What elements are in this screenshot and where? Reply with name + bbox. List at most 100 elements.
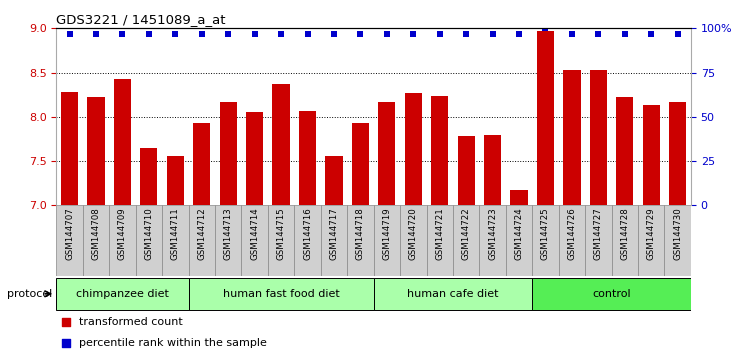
Text: GSM144711: GSM144711 — [170, 207, 179, 260]
Bar — [379, 102, 396, 205]
Text: GSM144730: GSM144730 — [673, 207, 682, 260]
Bar — [114, 79, 131, 205]
Text: GSM144725: GSM144725 — [541, 207, 550, 260]
FancyBboxPatch shape — [294, 205, 321, 276]
Bar — [643, 105, 660, 205]
FancyBboxPatch shape — [241, 205, 268, 276]
Bar — [219, 102, 237, 205]
Point — [671, 31, 683, 36]
Text: GSM144721: GSM144721 — [436, 207, 445, 260]
Point — [434, 31, 446, 36]
Point — [196, 31, 208, 36]
FancyBboxPatch shape — [215, 205, 241, 276]
Text: GDS3221 / 1451089_a_at: GDS3221 / 1451089_a_at — [56, 13, 226, 26]
Text: GSM144709: GSM144709 — [118, 207, 127, 260]
Point — [593, 31, 605, 36]
FancyBboxPatch shape — [56, 278, 189, 310]
Text: GSM144724: GSM144724 — [514, 207, 523, 260]
FancyBboxPatch shape — [638, 205, 665, 276]
Point — [407, 31, 419, 36]
FancyBboxPatch shape — [400, 205, 427, 276]
Text: transformed count: transformed count — [79, 317, 182, 327]
FancyBboxPatch shape — [56, 205, 83, 276]
Text: GSM144715: GSM144715 — [276, 207, 285, 260]
Bar — [484, 136, 501, 205]
FancyBboxPatch shape — [347, 205, 374, 276]
Text: GSM144729: GSM144729 — [647, 207, 656, 260]
Point — [64, 31, 76, 36]
FancyBboxPatch shape — [585, 205, 611, 276]
Point — [381, 31, 393, 36]
Text: GSM144719: GSM144719 — [382, 207, 391, 260]
FancyBboxPatch shape — [453, 205, 479, 276]
Point — [60, 319, 72, 325]
Text: GSM144714: GSM144714 — [250, 207, 259, 260]
Point — [169, 31, 181, 36]
Point — [143, 31, 155, 36]
Point — [222, 31, 234, 36]
Text: GSM144712: GSM144712 — [198, 207, 207, 260]
Bar — [405, 93, 422, 205]
Text: GSM144717: GSM144717 — [330, 207, 339, 260]
FancyBboxPatch shape — [532, 205, 559, 276]
Text: GSM144726: GSM144726 — [568, 207, 577, 260]
FancyBboxPatch shape — [189, 278, 374, 310]
Point — [116, 31, 128, 36]
FancyBboxPatch shape — [136, 205, 162, 276]
Point — [328, 31, 340, 36]
Text: chimpanzee diet: chimpanzee diet — [76, 289, 169, 299]
Bar — [563, 70, 581, 205]
FancyBboxPatch shape — [532, 278, 691, 310]
Point — [539, 25, 551, 31]
FancyBboxPatch shape — [374, 278, 532, 310]
FancyBboxPatch shape — [162, 205, 189, 276]
FancyBboxPatch shape — [321, 205, 347, 276]
FancyBboxPatch shape — [506, 205, 532, 276]
Point — [301, 31, 313, 36]
FancyBboxPatch shape — [189, 205, 215, 276]
Text: GSM144708: GSM144708 — [92, 207, 101, 260]
Point — [90, 31, 102, 36]
Text: GSM144723: GSM144723 — [488, 207, 497, 260]
Bar — [617, 97, 633, 205]
Text: GSM144720: GSM144720 — [409, 207, 418, 260]
FancyBboxPatch shape — [268, 205, 294, 276]
Text: human fast food diet: human fast food diet — [223, 289, 339, 299]
Bar — [325, 156, 342, 205]
Text: GSM144728: GSM144728 — [620, 207, 629, 260]
Text: GSM144710: GSM144710 — [144, 207, 153, 260]
Bar — [246, 112, 264, 205]
Bar — [457, 136, 475, 205]
FancyBboxPatch shape — [83, 205, 109, 276]
FancyBboxPatch shape — [427, 205, 453, 276]
Bar — [431, 96, 448, 205]
Text: GSM144713: GSM144713 — [224, 207, 233, 260]
Bar — [273, 84, 290, 205]
Point — [645, 31, 657, 36]
Bar — [87, 97, 104, 205]
Text: GSM144707: GSM144707 — [65, 207, 74, 260]
Text: human cafe diet: human cafe diet — [407, 289, 499, 299]
Point — [275, 31, 287, 36]
Bar — [351, 123, 369, 205]
FancyBboxPatch shape — [479, 205, 506, 276]
FancyBboxPatch shape — [109, 205, 136, 276]
Point — [60, 341, 72, 346]
Text: protocol: protocol — [8, 289, 53, 299]
Bar — [537, 31, 554, 205]
Point — [487, 31, 499, 36]
Point — [354, 31, 366, 36]
Text: control: control — [593, 289, 631, 299]
Point — [619, 31, 631, 36]
Bar — [669, 102, 686, 205]
Bar — [140, 148, 158, 205]
FancyBboxPatch shape — [559, 205, 585, 276]
Text: GSM144727: GSM144727 — [594, 207, 603, 260]
Bar — [299, 110, 316, 205]
Bar — [61, 92, 78, 205]
Bar — [511, 190, 528, 205]
Bar — [193, 123, 210, 205]
Point — [566, 31, 578, 36]
Bar — [590, 70, 607, 205]
FancyBboxPatch shape — [374, 205, 400, 276]
